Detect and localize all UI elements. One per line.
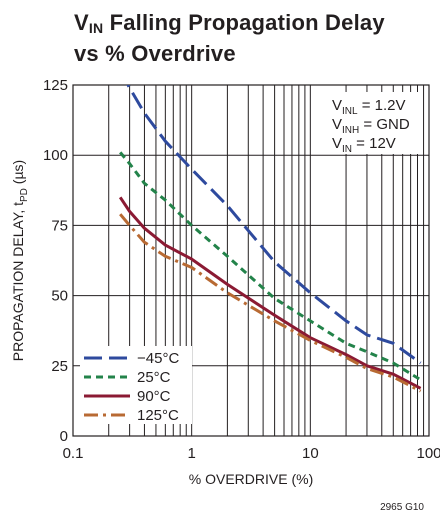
legend-label: −45°C	[137, 350, 179, 367]
series-line	[126, 85, 422, 365]
series-line	[119, 151, 422, 382]
y-tick-label: 25	[51, 358, 68, 375]
x-tick-label: 100	[416, 445, 440, 462]
y-tick-label: 75	[51, 217, 68, 234]
condition-label: VINH = GND	[332, 116, 410, 136]
condition-label: VIN = 12V	[332, 135, 396, 155]
conditions-box	[328, 92, 420, 154]
legend-label: 90°C	[137, 388, 171, 405]
y-axis-label: PROPAGATION DELAY, tPD (µs)	[10, 160, 30, 361]
y-tick-label: 50	[51, 288, 68, 305]
chart-title: VIN Falling Propagation Delay vs % Overd…	[74, 10, 385, 66]
y-tick-label: 0	[60, 428, 68, 445]
series-line	[118, 196, 422, 390]
plot-frame	[72, 84, 430, 437]
legend-label: 125°C	[137, 407, 179, 424]
x-tick-label: 10	[302, 445, 319, 462]
y-tick-label: 100	[43, 147, 68, 164]
x-tick-label: 1	[187, 445, 195, 462]
figure-id: 2965 G10	[380, 502, 424, 513]
y-tick-label: 125	[43, 77, 68, 94]
series-line	[119, 213, 422, 393]
x-tick-label: 0.1	[63, 445, 84, 462]
x-axis-label: % OVERDRIVE (%)	[189, 471, 313, 487]
condition-label: VINL = 1.2V	[332, 97, 406, 117]
legend-label: 25°C	[137, 369, 171, 386]
